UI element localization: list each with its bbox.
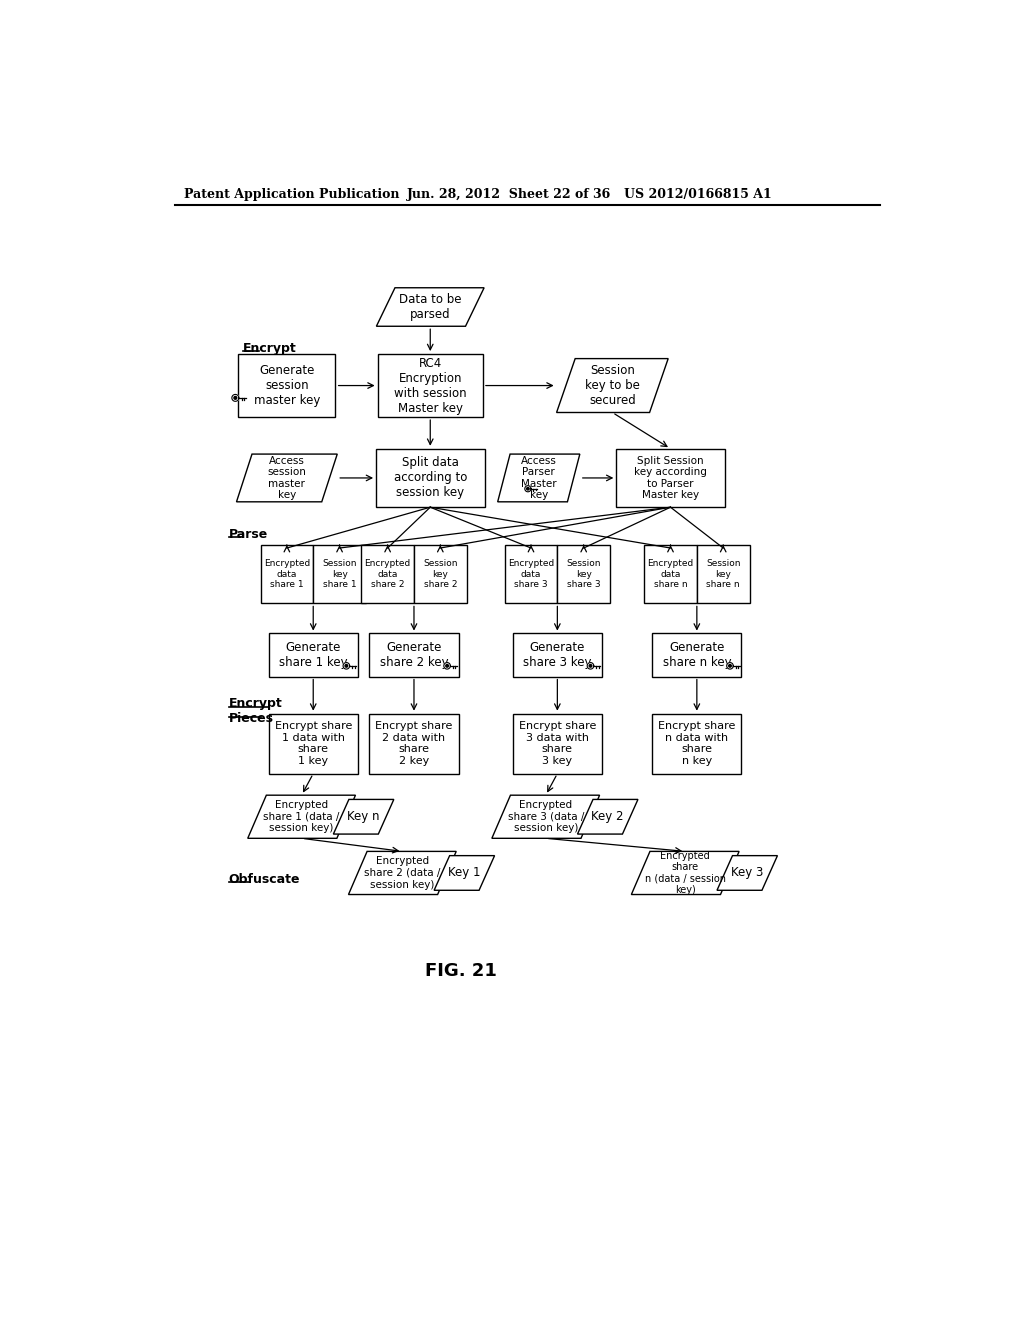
Text: Parse: Parse — [228, 528, 268, 541]
Bar — [361, 545, 414, 603]
Polygon shape — [587, 663, 594, 669]
Polygon shape — [557, 359, 669, 412]
Polygon shape — [445, 664, 449, 667]
Polygon shape — [377, 288, 484, 326]
Bar — [239, 354, 335, 417]
Text: Encrypt share
1 data with
share
1 key: Encrypt share 1 data with share 1 key — [274, 721, 352, 766]
Bar — [505, 545, 557, 603]
Text: Encrypted
share 2 (data /
session key): Encrypted share 2 (data / session key) — [365, 857, 440, 890]
Text: Encrypted
data
share 1: Encrypted data share 1 — [264, 560, 310, 589]
Bar — [616, 449, 725, 507]
Bar — [268, 714, 357, 774]
Text: Generate
session
master key: Generate session master key — [254, 364, 321, 407]
Bar — [513, 714, 602, 774]
Text: Encrypt
Pieces: Encrypt Pieces — [228, 697, 283, 726]
Text: Encrypted
share 3 (data /
session key): Encrypted share 3 (data / session key) — [508, 800, 584, 833]
Bar — [268, 634, 357, 677]
Bar — [644, 545, 697, 603]
Bar — [697, 545, 750, 603]
Polygon shape — [334, 800, 394, 834]
Text: Encrypted
data
share 3: Encrypted data share 3 — [508, 560, 554, 589]
Bar — [652, 634, 741, 677]
Bar — [370, 714, 459, 774]
Polygon shape — [443, 663, 451, 669]
Text: Key n: Key n — [347, 810, 380, 824]
Bar — [557, 545, 610, 603]
Text: Jun. 28, 2012  Sheet 22 of 36: Jun. 28, 2012 Sheet 22 of 36 — [407, 187, 611, 201]
Text: Patent Application Publication: Patent Application Publication — [183, 187, 399, 201]
Text: Key 2: Key 2 — [592, 810, 624, 824]
Bar — [378, 354, 482, 417]
Polygon shape — [526, 487, 529, 490]
Bar — [370, 634, 459, 677]
Polygon shape — [589, 664, 592, 667]
Text: Key 1: Key 1 — [449, 866, 480, 879]
Text: Split data
according to
session key: Split data according to session key — [393, 457, 467, 499]
Polygon shape — [578, 800, 638, 834]
Polygon shape — [345, 664, 348, 667]
Text: Encrypt share
2 data with
share
2 key: Encrypt share 2 data with share 2 key — [375, 721, 453, 766]
Text: Obfuscate: Obfuscate — [228, 873, 300, 886]
Text: RC4
Encryption
with session
Master key: RC4 Encryption with session Master key — [394, 356, 467, 414]
Bar — [652, 714, 741, 774]
Polygon shape — [492, 795, 600, 838]
Text: Session
key
share n: Session key share n — [706, 560, 740, 589]
Polygon shape — [434, 855, 495, 890]
Polygon shape — [729, 664, 731, 667]
Text: Split Session
key according
to Parser
Master key: Split Session key according to Parser Ma… — [634, 455, 707, 500]
Text: Encrypted
share 1 (data /
session key): Encrypted share 1 (data / session key) — [263, 800, 340, 833]
Text: Session
key
share 1: Session key share 1 — [323, 560, 356, 589]
Text: Data to be
parsed: Data to be parsed — [399, 293, 462, 321]
Text: Encrypted
data
share n: Encrypted data share n — [647, 560, 693, 589]
Text: Session
key to be
secured: Session key to be secured — [585, 364, 640, 407]
Text: Session
key
share 2: Session key share 2 — [423, 560, 458, 589]
Text: Generate
share 3 key: Generate share 3 key — [523, 642, 592, 669]
Bar — [313, 545, 366, 603]
Text: Encrypt share
n data with
share
n key: Encrypt share n data with share n key — [658, 721, 735, 766]
Polygon shape — [231, 395, 239, 401]
Text: Generate
share n key: Generate share n key — [663, 642, 731, 669]
Text: US 2012/0166815 A1: US 2012/0166815 A1 — [624, 187, 772, 201]
Text: Encrypt: Encrypt — [243, 342, 297, 355]
Polygon shape — [632, 851, 739, 895]
Text: Encrypted
data
share 2: Encrypted data share 2 — [365, 560, 411, 589]
Text: Key 3: Key 3 — [731, 866, 764, 879]
Text: Generate
share 2 key: Generate share 2 key — [380, 642, 449, 669]
Polygon shape — [498, 454, 580, 502]
Polygon shape — [717, 855, 777, 890]
Polygon shape — [233, 396, 237, 399]
Bar — [376, 449, 484, 507]
Text: Access
Parser
Master
key: Access Parser Master key — [521, 455, 557, 500]
Polygon shape — [525, 486, 531, 492]
Text: Access
session
master
key: Access session master key — [267, 455, 306, 500]
Polygon shape — [248, 795, 355, 838]
Text: Encrypted
share
n (data / session
key): Encrypted share n (data / session key) — [645, 850, 726, 895]
Bar — [414, 545, 467, 603]
Polygon shape — [727, 663, 733, 669]
Text: FIG. 21: FIG. 21 — [425, 962, 498, 979]
Text: Encrypt share
3 data with
share
3 key: Encrypt share 3 data with share 3 key — [519, 721, 596, 766]
Polygon shape — [237, 454, 337, 502]
Bar — [260, 545, 313, 603]
Polygon shape — [348, 851, 457, 895]
Text: Session
key
share 3: Session key share 3 — [566, 560, 601, 589]
Bar — [513, 634, 602, 677]
Text: Generate
share 1 key: Generate share 1 key — [279, 642, 347, 669]
Polygon shape — [343, 663, 349, 669]
